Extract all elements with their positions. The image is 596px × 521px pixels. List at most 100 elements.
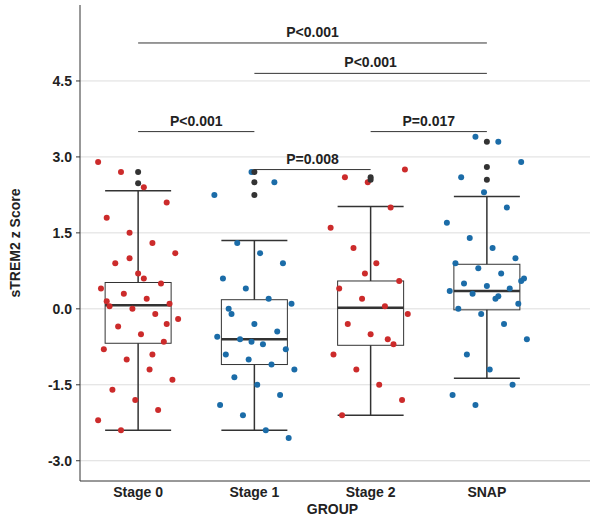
point	[158, 281, 164, 287]
point	[399, 397, 405, 403]
point	[467, 235, 473, 241]
comparison-label: P<0.001	[286, 24, 339, 40]
point	[172, 250, 178, 256]
point	[373, 260, 379, 266]
median	[221, 338, 287, 341]
point	[167, 301, 173, 307]
point	[274, 329, 280, 335]
point	[121, 291, 127, 297]
whisker-cap	[105, 190, 171, 192]
point	[149, 240, 155, 246]
y-axis	[80, 5, 81, 481]
x-axis-label: GROUP	[307, 501, 358, 517]
whisker-cap	[454, 196, 520, 198]
box	[105, 282, 171, 343]
comparison-label: P<0.001	[344, 54, 397, 70]
grid-line	[80, 80, 590, 81]
point	[342, 174, 348, 180]
point	[368, 331, 374, 337]
point	[95, 159, 101, 165]
whisker	[254, 365, 256, 431]
point	[147, 367, 153, 373]
tick-mark	[76, 384, 80, 385]
point	[405, 311, 411, 317]
point	[402, 167, 408, 173]
comparison-label: P=0.017	[402, 113, 455, 129]
point	[237, 336, 243, 342]
box	[221, 300, 287, 365]
tick-mark	[76, 460, 80, 461]
point	[231, 374, 237, 380]
point	[257, 250, 263, 256]
median	[105, 304, 171, 307]
point	[266, 296, 272, 302]
point	[98, 286, 104, 292]
point	[495, 293, 501, 299]
point	[107, 303, 113, 309]
point	[152, 311, 158, 317]
comparison-label: P<0.001	[170, 113, 223, 129]
point	[263, 427, 269, 433]
point	[211, 192, 217, 198]
point	[345, 321, 351, 327]
point	[118, 169, 124, 175]
point	[95, 417, 101, 423]
point	[214, 334, 220, 340]
tick-label: 4.5	[53, 73, 73, 89]
box	[338, 281, 404, 345]
point	[504, 205, 510, 211]
outlier	[135, 180, 141, 186]
point	[226, 306, 232, 312]
whisker	[486, 196, 488, 264]
point	[353, 367, 359, 373]
point	[390, 341, 396, 347]
point	[501, 321, 507, 327]
whisker-cap	[105, 430, 171, 432]
point	[175, 316, 181, 322]
point	[507, 286, 513, 292]
point	[127, 230, 133, 236]
point	[243, 286, 249, 292]
point	[450, 392, 456, 398]
grid-line	[80, 232, 590, 233]
outlier	[135, 169, 141, 175]
tick-label: 3.0	[53, 149, 73, 165]
whisker-cap	[338, 414, 404, 416]
point	[260, 341, 266, 347]
point	[518, 278, 524, 284]
whisker-cap	[338, 206, 404, 208]
point	[169, 377, 175, 383]
tick-label: -3.0	[48, 453, 72, 469]
whisker	[370, 207, 372, 281]
point	[336, 286, 342, 292]
point	[512, 255, 518, 261]
whisker	[137, 191, 139, 283]
point	[271, 179, 277, 185]
point	[359, 296, 365, 302]
point	[447, 288, 453, 294]
point	[124, 356, 130, 362]
outlier	[484, 164, 490, 170]
point	[458, 174, 464, 180]
point	[362, 270, 368, 276]
x-axis	[80, 481, 590, 482]
point	[461, 281, 467, 287]
comparison-label: P=0.008	[286, 151, 339, 167]
point	[350, 245, 356, 251]
point	[104, 298, 110, 304]
point	[135, 270, 141, 276]
point	[115, 324, 121, 330]
outlier	[368, 177, 374, 183]
box	[454, 264, 520, 310]
point	[490, 245, 496, 251]
outlier	[484, 177, 490, 183]
point	[472, 402, 478, 408]
point	[280, 260, 286, 266]
point	[144, 296, 150, 302]
point	[138, 331, 144, 337]
point	[229, 311, 235, 317]
whisker-cap	[221, 240, 287, 242]
tick-mark	[76, 232, 80, 233]
point	[246, 356, 252, 362]
point	[388, 205, 394, 211]
